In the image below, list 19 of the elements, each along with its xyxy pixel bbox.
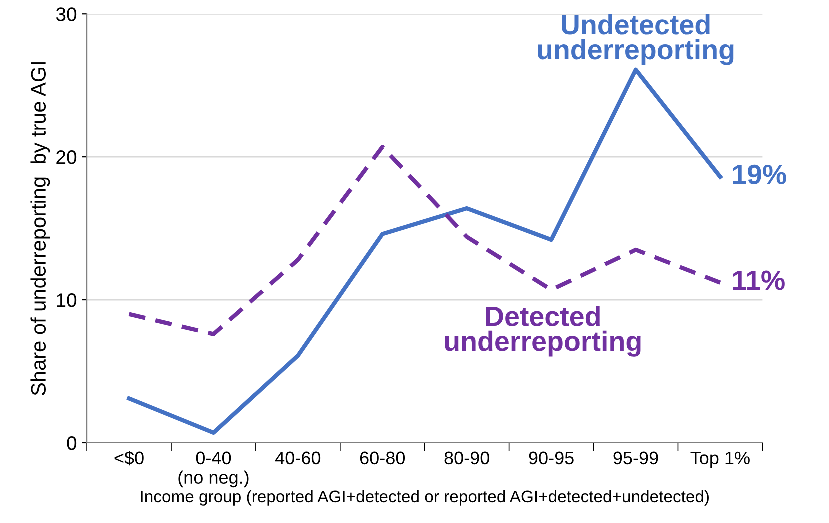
x-tick-label: Top 1% <box>690 452 750 468</box>
annotation: 19% <box>733 164 786 185</box>
x-tick-label: 90-95 <box>529 452 574 465</box>
x-tick-label: 40-60 <box>276 452 321 465</box>
x-axis-title: Income group (reported AGI+detected or reported AGI+detected+undetected) <box>141 490 709 506</box>
y-tick-label: 30 <box>56 8 77 22</box>
x-tick-label: 80-90 <box>444 452 490 465</box>
y-axis-title: Share of underreporting by true AGI <box>30 62 50 396</box>
series-label: Detected underreporting <box>445 306 641 357</box>
x-tick-label: 0-40 (no neg.) <box>178 452 249 488</box>
x-tick-label: <$0 <box>114 451 144 466</box>
line-series <box>127 68 723 436</box>
y-tick-label: 20 <box>56 150 77 164</box>
annotation: 11% <box>733 270 785 290</box>
y-tick-label: 10 <box>57 293 77 308</box>
x-tick-label: 95-99 <box>614 452 658 465</box>
series-label: Undetected underreporting <box>538 14 734 66</box>
x-tick-label: 60-80 <box>360 452 406 465</box>
y-tick-label: 0 <box>67 436 77 450</box>
